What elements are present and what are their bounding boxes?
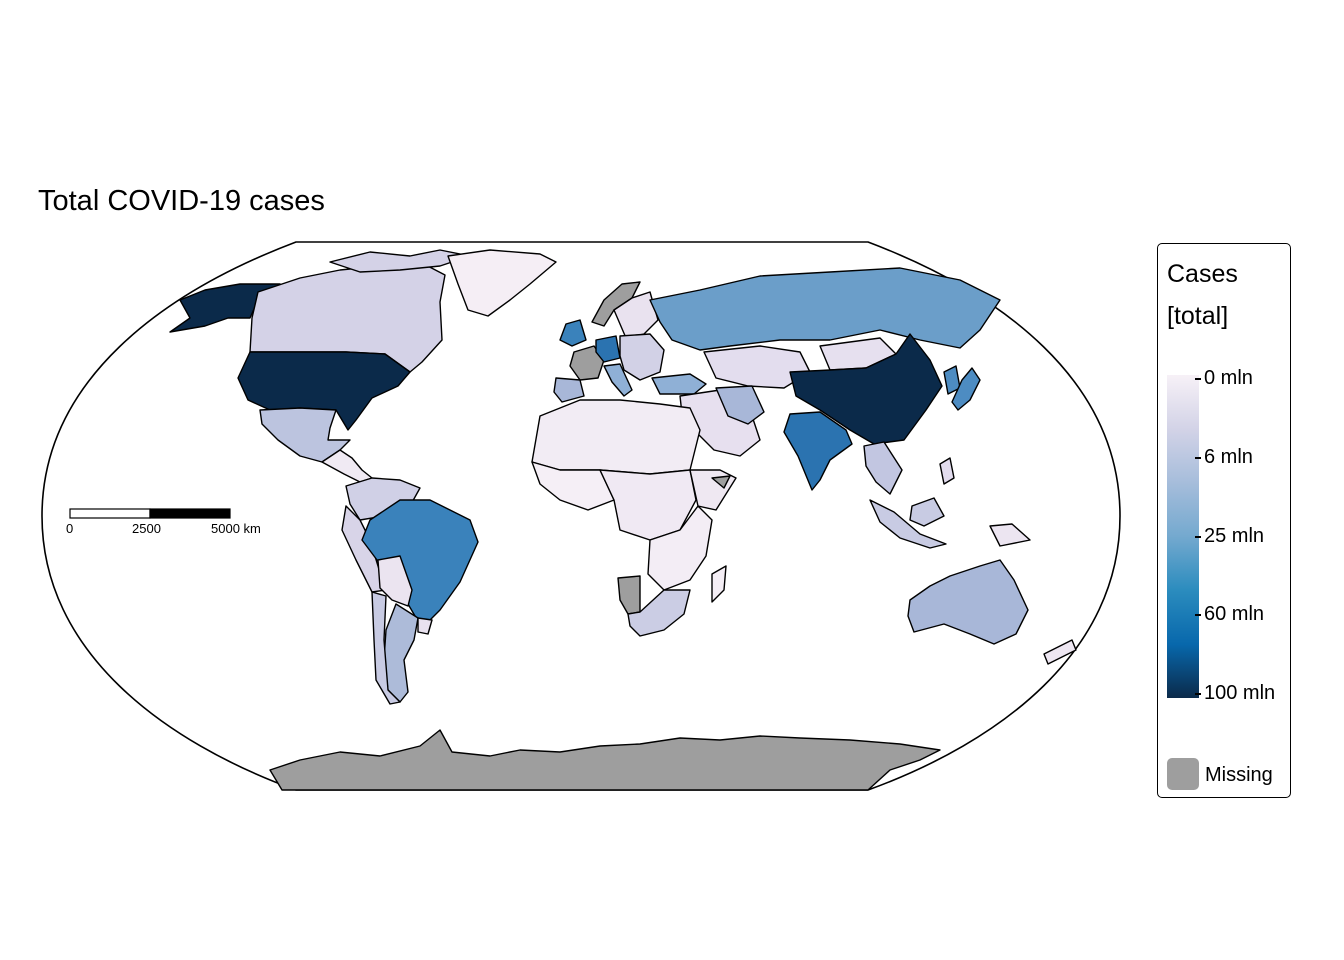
legend: Cases [total] 0 mln 6 mln 25 mln 60 mln … <box>1157 243 1291 798</box>
region-new-zealand <box>1043 639 1077 665</box>
region-france <box>569 345 605 381</box>
region-india <box>783 411 853 491</box>
region-japan <box>951 367 981 411</box>
region-borneo <box>909 497 945 527</box>
region-greenland <box>447 249 557 317</box>
region-mexico <box>259 407 351 463</box>
region-madagascar <box>711 565 727 603</box>
legend-tick-6 <box>1195 457 1201 459</box>
scale-bar-label-2500: 2500 <box>132 521 161 536</box>
legend-tick-0 <box>1195 378 1201 380</box>
region-chile <box>371 591 401 705</box>
scale-bar <box>69 508 231 519</box>
region-germany <box>595 335 621 363</box>
legend-label-6: 6 mln <box>1204 446 1253 468</box>
region-south-africa <box>627 589 691 637</box>
legend-label-60: 60 mln <box>1204 603 1265 625</box>
region-italy <box>603 363 633 397</box>
region-iran <box>715 385 765 425</box>
region-eastern-europe <box>619 333 665 381</box>
legend-missing-label: Missing <box>1205 764 1273 786</box>
legend-title-line2: [total] <box>1167 302 1229 330</box>
region-china <box>789 333 943 445</box>
region-spain-portugal <box>553 377 585 403</box>
region-bolivia-paraguay <box>377 555 413 607</box>
region-philippines <box>939 457 955 485</box>
region-north-africa <box>531 399 701 475</box>
region-indonesia <box>869 499 947 549</box>
region-central-america <box>321 449 373 483</box>
region-alaska <box>169 283 281 333</box>
map-title: Total COVID-19 cases <box>38 185 325 217</box>
legend-label-25: 25 mln <box>1204 525 1265 547</box>
region-southeast-asia <box>863 441 903 495</box>
scale-bar-segment-white <box>69 508 151 519</box>
region-australia <box>907 559 1029 645</box>
legend-color-gradient <box>1167 375 1199 698</box>
region-antarctica <box>269 729 941 791</box>
legend-missing-swatch <box>1167 758 1199 790</box>
scale-bar-label-5000: 5000 km <box>211 521 261 536</box>
scale-bar-label-0: 0 <box>66 521 74 536</box>
region-east-africa <box>647 505 713 591</box>
region-united-states <box>237 351 411 431</box>
region-uruguay <box>417 617 433 635</box>
legend-label-100: 100 mln <box>1204 682 1276 704</box>
scale-bar-segment-black <box>149 508 231 519</box>
legend-label-0: 0 mln <box>1204 367 1253 389</box>
legend-title-line1: Cases <box>1167 260 1238 288</box>
region-somaliland <box>711 475 731 489</box>
region-turkey <box>651 373 707 395</box>
legend-tick-60 <box>1195 614 1201 616</box>
region-new-guinea <box>989 523 1031 547</box>
region-russia <box>649 267 1001 351</box>
region-west-africa <box>531 461 615 511</box>
region-norway <box>591 281 641 327</box>
legend-tick-100 <box>1195 693 1201 695</box>
region-uk-ireland <box>559 319 587 347</box>
legend-tick-25 <box>1195 536 1201 538</box>
